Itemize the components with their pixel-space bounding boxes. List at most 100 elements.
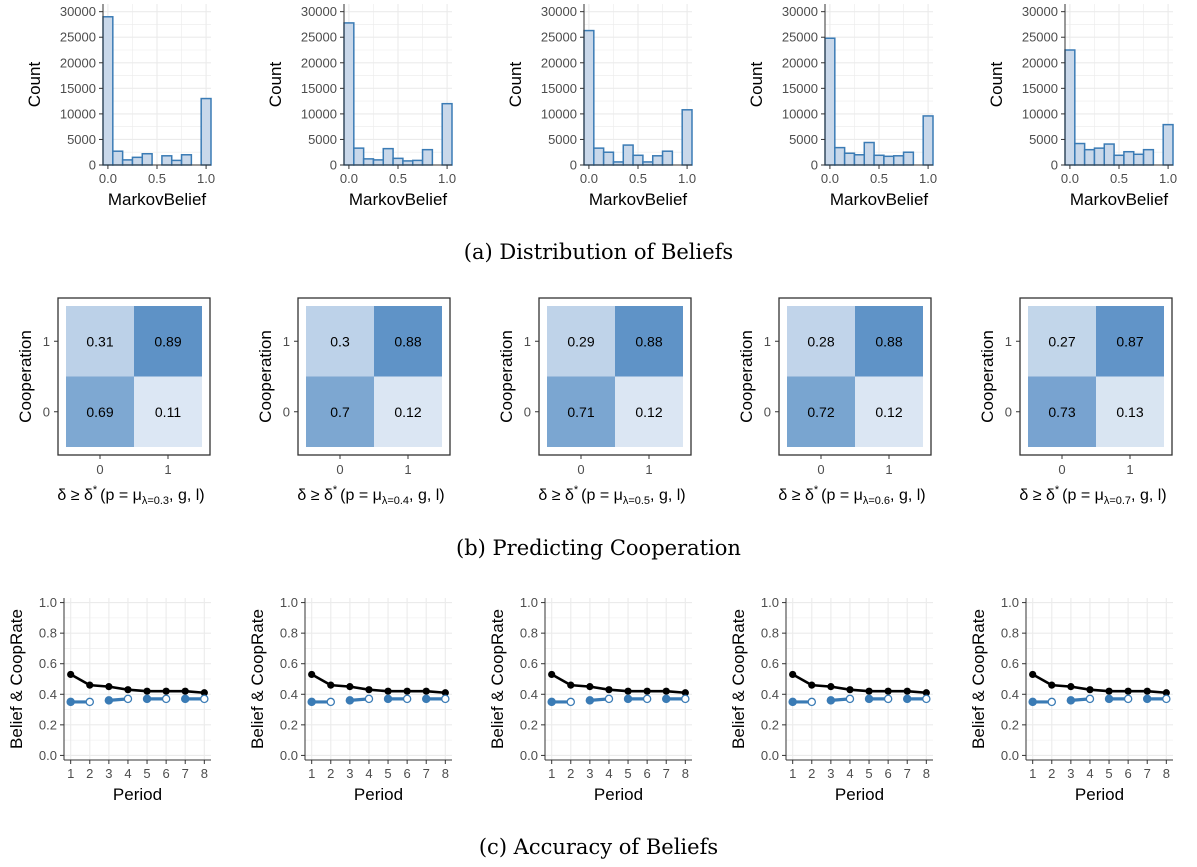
cell-value-label: 0.13 bbox=[1116, 404, 1143, 420]
x-axis-title-superscript: * bbox=[1055, 484, 1060, 496]
belief-point bbox=[1086, 686, 1094, 694]
histogram-bar bbox=[593, 147, 605, 166]
tick-label-x: 5 bbox=[865, 766, 872, 781]
tick-label-x: 3 bbox=[586, 766, 593, 781]
tick-label-y: 20000 bbox=[541, 55, 577, 70]
panel-b4: 0.27 0.87 0.73 0.13 0 1 0 1 δ ≥ δ* (p = μλ=0.7, g… bbox=[978, 297, 1173, 507]
histogram-bar bbox=[421, 148, 434, 166]
cooprate-point bbox=[85, 697, 95, 707]
x-axis-title: MarkovBelief bbox=[1070, 190, 1169, 209]
cooprate-point bbox=[864, 694, 874, 704]
histogram-bar bbox=[651, 155, 664, 166]
tick-label-x: 1 bbox=[404, 462, 411, 477]
belief-point bbox=[346, 683, 354, 691]
belief-point bbox=[365, 686, 373, 694]
cell-value-label: 0.31 bbox=[86, 333, 113, 349]
tick-label-y: 0.2 bbox=[1001, 717, 1019, 732]
tick-label-y: 25000 bbox=[541, 30, 577, 45]
x-axis-title: MarkovBelief bbox=[830, 190, 929, 209]
histogram-bar bbox=[883, 155, 895, 166]
histogram-bar bbox=[441, 102, 453, 166]
tick-label-x: 0.0 bbox=[1061, 171, 1079, 186]
tick-label-y: 10000 bbox=[782, 106, 818, 121]
tick-label-x: 8 bbox=[682, 766, 689, 781]
heatmap-cell bbox=[306, 306, 374, 377]
x-axis-title-open: (p = μ bbox=[581, 487, 623, 504]
tick-label-x: 7 bbox=[904, 766, 911, 781]
cell-value-label: 0.88 bbox=[394, 333, 421, 349]
cooprate-point bbox=[807, 697, 817, 707]
cooprate-point bbox=[1104, 694, 1114, 704]
histogram-bar bbox=[343, 22, 355, 166]
x-axis-title-subscript: λ=0.3 bbox=[142, 495, 169, 507]
cooprate-point bbox=[104, 696, 114, 705]
cooprate-point bbox=[845, 694, 855, 704]
cooprate-point bbox=[123, 694, 133, 704]
tick-label-x: 4 bbox=[846, 766, 853, 781]
x-axis-title-main: δ ≥ δ bbox=[538, 487, 574, 504]
belief-point bbox=[441, 689, 449, 697]
x-axis-title: δ ≥ δ* (p = μλ=0.7, g, l) bbox=[1019, 484, 1166, 507]
tick-label-y: 0.0 bbox=[39, 748, 57, 763]
tick-label-y: 10000 bbox=[541, 106, 577, 121]
tick-label-x: 1 bbox=[1126, 462, 1133, 477]
histogram-bar bbox=[141, 153, 153, 166]
heatmap-cell bbox=[855, 376, 923, 447]
cooprate-point bbox=[66, 697, 75, 707]
panel-b3: 0.28 0.88 0.72 0.12 0 1 0 1 δ ≥ δ* (p = μλ=0.6, g… bbox=[737, 297, 932, 507]
tick-label-y: 0.8 bbox=[520, 626, 538, 641]
tick-label-y: 20000 bbox=[782, 55, 818, 70]
histogram-bar bbox=[372, 159, 385, 166]
belief-point bbox=[1048, 681, 1056, 689]
heatmap-cell bbox=[547, 376, 615, 447]
histogram-bar bbox=[1113, 154, 1125, 166]
panel-border bbox=[297, 297, 451, 456]
tick-label-y: 0.8 bbox=[280, 626, 298, 641]
cooprate-point bbox=[883, 694, 893, 704]
cooprate-point bbox=[161, 694, 171, 704]
tick-label-y: 5000 bbox=[789, 132, 818, 147]
tick-label-x: 6 bbox=[404, 766, 411, 781]
caption-b: (b) Predicting Cooperation bbox=[456, 536, 741, 560]
cell-value-label: 0.88 bbox=[635, 333, 662, 349]
histogram-bar bbox=[873, 154, 885, 166]
histogram-bar bbox=[1123, 150, 1135, 166]
tick-label-y: 0.8 bbox=[1001, 626, 1019, 641]
cell-value-label: 0.29 bbox=[567, 333, 594, 349]
tick-label-y: 0.2 bbox=[280, 717, 298, 732]
tick-label-x: 0.5 bbox=[1110, 171, 1128, 186]
cooprate-point bbox=[1123, 694, 1133, 704]
cooprate-point bbox=[1162, 694, 1171, 704]
tick-label-y: 0 bbox=[283, 404, 290, 419]
tick-label-x: 0.0 bbox=[580, 171, 598, 186]
tick-label-x: 1.0 bbox=[197, 171, 215, 186]
tick-label-y: 0 bbox=[764, 404, 771, 419]
histogram-bar bbox=[382, 147, 394, 166]
cooprate-point bbox=[421, 694, 431, 704]
cooprate-point bbox=[402, 694, 412, 704]
belief-point bbox=[548, 670, 556, 679]
histogram-bar bbox=[902, 151, 915, 166]
panel-b1: 0.3 0.88 0.7 0.12 0 1 0 1 δ ≥ δ* (p = μλ=0.4, g, … bbox=[256, 297, 451, 507]
histogram-bar bbox=[853, 154, 866, 166]
tick-label-y: 30000 bbox=[541, 4, 577, 19]
tick-label-x: 7 bbox=[182, 766, 189, 781]
tick-label-y: 0.4 bbox=[520, 687, 538, 702]
panel-a2: 0 5000 10000 15000 20000 25000 30000 0.0 0.5 1.0 M… bbox=[506, 4, 696, 209]
tick-label-x: 2 bbox=[1048, 766, 1055, 781]
tick-label-y: 20000 bbox=[301, 55, 337, 70]
cooprate-point bbox=[200, 694, 209, 704]
cooprate-point bbox=[383, 694, 393, 704]
histogram-bar bbox=[1103, 143, 1115, 166]
tick-label-x: 0 bbox=[1058, 462, 1065, 477]
belief-point bbox=[67, 670, 75, 679]
tick-label-y: 0 bbox=[570, 158, 577, 173]
tick-label-y: 20000 bbox=[60, 55, 96, 70]
cooprate-point bbox=[345, 696, 355, 705]
tick-label-x: 6 bbox=[644, 766, 651, 781]
tick-label-y: 0.2 bbox=[761, 717, 779, 732]
belief-point bbox=[808, 681, 816, 689]
cooprate-point bbox=[1142, 694, 1152, 704]
tick-label-x: 5 bbox=[384, 766, 391, 781]
belief-point bbox=[403, 687, 411, 695]
